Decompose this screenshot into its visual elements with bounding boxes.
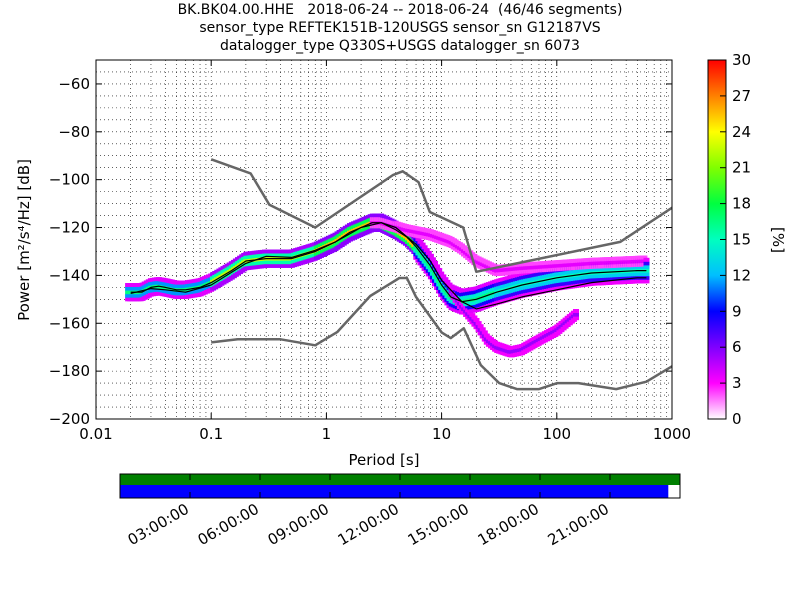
title-line-1: BK.BK04.00.HHE 2018-06-24 -- 2018-06-24 … [177,2,623,18]
noise-model-curves [130,158,672,391]
heatmap-cell [641,255,648,260]
x-tick-label: 0.01 [79,425,112,443]
colorbar-tick-label: 0 [732,410,742,428]
heatmap-cell [440,274,447,279]
heatmap-cell [573,316,579,321]
colorbar-ticks: 0 3 6 9 12 15 18 21 24 27 30 [720,51,751,428]
heatmap-cell [436,268,443,272]
y-tick-label: −140 [49,266,90,284]
heatmap-cell [434,264,441,269]
y-tick-label: −120 [49,219,90,237]
coverage-available [120,485,669,498]
mode-curve [130,222,647,303]
heatmap-cell [427,253,434,258]
heatmap-cell [425,250,432,255]
heatmap-cell [415,237,422,242]
y-tick-label: −200 [49,410,90,428]
heatmap-cell [444,279,451,284]
heatmap-cell [421,245,428,250]
coverage-time-label: 12:00:00 [335,500,402,549]
y-tick-label: −60 [58,75,90,93]
coverage-time-label: 15:00:00 [405,500,472,549]
heatmap-cell [442,277,449,282]
heatmap-cell [473,318,480,322]
heatmap-cell [643,275,650,280]
title-line-2: sensor_type REFTEK151B-120USGS sensor_sn… [199,20,601,36]
coverage-time-label: 21:00:00 [545,500,612,549]
heatmap-cell [477,324,484,329]
heatmap-cell [429,257,436,262]
heatmap-cell [432,260,438,265]
plot-frame [95,59,673,420]
x-tick-label: 100 [542,425,571,443]
nhnm-curve [210,158,672,274]
x-tick-label: 1 [322,425,332,443]
y-tick-label: −80 [58,123,90,141]
grid [95,59,672,420]
x-tick-label: 10 [432,425,451,443]
heatmap-cell [573,309,579,313]
heatmap-cell [643,268,650,273]
heatmap-cell [643,265,650,269]
heatmap-cell [423,248,430,253]
colorbar-tick-label: 24 [732,123,751,141]
heatmap-cell [643,261,650,266]
colorbar-tick-label: 12 [732,266,751,284]
coverage-time-label: 06:00:00 [195,500,262,549]
x-tick-label: 1000 [653,425,691,443]
x-tick-label: 0.1 [199,425,223,443]
y-tick-label: −160 [49,314,90,332]
y-axis-ticks: −200 −180 −160 −140 −120 −100 −80 −60 [49,75,672,428]
y-tick-label: −100 [49,171,90,189]
coverage-bar: 03:00:00 06:00:00 09:00:00 12:00:00 15:00:00… [119,473,681,549]
colorbar-tick-label: 18 [732,195,751,213]
heatmap-cell [483,333,490,338]
coverage-time-label: 18:00:00 [475,500,542,549]
colorbar-tick-label: 27 [732,87,751,105]
heatmap-cell [643,257,650,262]
colorbar-tick-label: 9 [732,302,742,320]
heatmap-cell [438,271,445,276]
heatmap-cell [573,312,579,317]
heatmap-cell [643,272,650,277]
colorbar-tick-label: 6 [732,338,742,356]
heatmap-cell [479,327,486,332]
heatmap-cell [471,315,478,320]
nlnm-curve [211,276,672,391]
colorbar-tick-label: 21 [732,159,751,177]
mean-curve [130,222,647,310]
colorbar-tick-label: 15 [732,231,751,249]
y-tick-label: −180 [49,362,90,380]
heatmap-cell [475,321,482,326]
x-axis-label: Period [s] [348,451,419,469]
heatmap-cell [643,279,650,284]
coverage-time-label: 09:00:00 [265,500,332,549]
colorbar-tick-label: 30 [732,51,751,69]
heatmap-cell [417,239,424,244]
title-line-3: datalogger_type Q330S+USGS datalogger_sn… [220,38,580,54]
heatmap-cell [419,242,426,247]
x-axis-ticks: 0.01 0.1 1 10 100 1000 [79,60,691,443]
y-axis-label: Power [m²/s⁴/Hz] [dB] [15,159,33,321]
heatmap-cell [469,313,476,318]
colorbar-label: [%] [769,227,787,253]
colorbar-tick-label: 3 [732,374,742,392]
coverage-time-label: 03:00:00 [125,500,192,549]
heatmap-cell [481,330,488,335]
